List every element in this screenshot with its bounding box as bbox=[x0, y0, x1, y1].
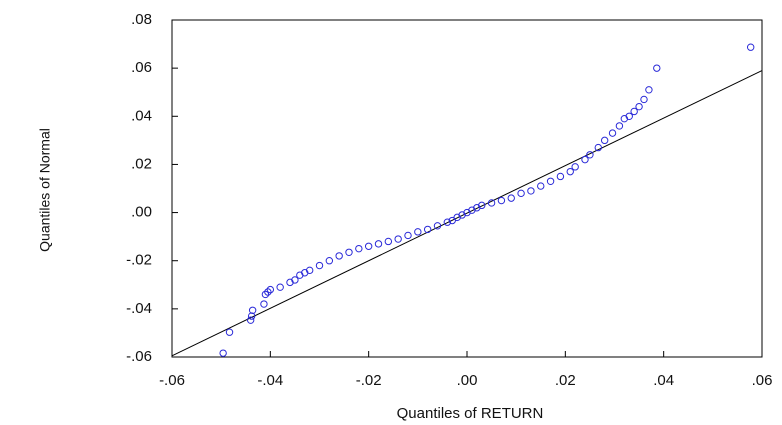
chart: Quantiles of RETURN Quantiles of Normal … bbox=[0, 0, 782, 425]
x-tick-label: -.02 bbox=[356, 372, 382, 389]
x-axis-title: Quantiles of RETURN bbox=[397, 405, 544, 422]
x-tick-label: .00 bbox=[457, 372, 478, 389]
y-tick-label: -.04 bbox=[126, 300, 152, 317]
y-axis-title: Quantiles of Normal bbox=[37, 128, 53, 252]
y-tick-label: .02 bbox=[131, 155, 152, 172]
y-tick-label: .06 bbox=[131, 59, 152, 76]
x-tick-label: -.04 bbox=[257, 372, 283, 389]
x-tick-label: .02 bbox=[555, 372, 576, 389]
x-tick-label: .04 bbox=[653, 372, 674, 389]
y-tick-label: .04 bbox=[131, 107, 152, 124]
y-tick-label: .08 bbox=[131, 11, 152, 28]
y-tick-label: -.06 bbox=[126, 348, 152, 365]
x-tick-label: -.06 bbox=[159, 372, 185, 389]
page: Quantiles of RETURN Quantiles of Normal … bbox=[0, 0, 782, 425]
plot-area bbox=[172, 20, 762, 357]
y-tick-label: .00 bbox=[131, 204, 152, 221]
y-tick-label: -.02 bbox=[126, 252, 152, 269]
x-tick-label: .06 bbox=[752, 372, 773, 389]
